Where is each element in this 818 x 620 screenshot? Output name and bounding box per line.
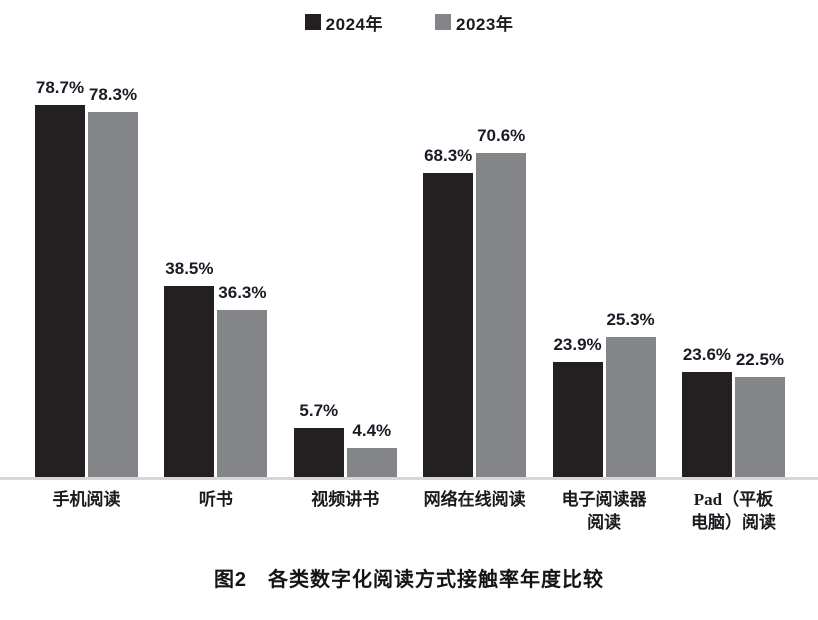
legend-label: 2024年 <box>325 14 383 34</box>
bar-column: 78.7% <box>35 78 85 477</box>
legend-label: 2023年 <box>456 14 514 34</box>
bar-2023年-听书 <box>217 310 268 477</box>
bar-2023年-电子阅读器阅读 <box>605 337 656 477</box>
bar-2023年-网络在线阅读 <box>476 153 527 477</box>
bar-value-label: 38.5% <box>165 259 214 278</box>
bar-2023年-Pad（平板电脑）阅读 <box>734 377 785 477</box>
bar-value-label: 4.4% <box>352 421 392 440</box>
bar-value-label: 25.3% <box>606 310 655 329</box>
bar-column: 23.6% <box>681 345 732 477</box>
figure-caption: 图2 各类数字化阅读方式接触率年度比较 <box>213 568 605 591</box>
legend-swatch-icon <box>304 14 321 30</box>
bar-column: 22.5% <box>734 350 785 477</box>
bar-column: 23.9% <box>552 335 603 477</box>
bar-column: 36.3% <box>217 283 268 477</box>
category-label-网络在线阅读: 网络在线阅读 <box>423 490 526 509</box>
bar-2024年-视频讲书 <box>293 428 344 477</box>
category-label-视频讲书: 视频讲书 <box>311 490 380 509</box>
bar-value-label: 23.6% <box>682 345 732 364</box>
bar-2024年-网络在线阅读 <box>423 173 474 477</box>
bar-2024年-听书 <box>164 286 215 477</box>
chart-legend: 2024年 2023年 <box>0 0 818 34</box>
bar-column: 4.4% <box>346 421 397 477</box>
bar-2024年-Pad（平板电脑）阅读 <box>681 372 732 477</box>
bar-2024年-电子阅读器阅读 <box>552 362 603 477</box>
legend-item-2024年: 2024年 <box>304 10 383 35</box>
bar-group-Pad（平板电脑）阅读: 23.6% 22.5% <box>681 345 785 477</box>
category-label-Pad（平板电脑）阅读: Pad（平板 电脑）阅读 <box>690 490 776 532</box>
bar-group-视频讲书: 5.7% 4.4% <box>293 401 397 477</box>
bar-value-label: 22.5% <box>735 350 785 369</box>
category-label-手机阅读: 手机阅读 <box>52 490 121 509</box>
bar-column: 70.6% <box>476 126 527 477</box>
bar-group-电子阅读器阅读: 23.9% 25.3% <box>552 310 656 477</box>
category-label-电子阅读器阅读: 电子阅读器 阅读 <box>561 490 647 532</box>
bar-group-网络在线阅读: 68.3% 70.6% <box>423 126 527 477</box>
bar-value-label: 5.7% <box>299 401 339 420</box>
bar-2024年-手机阅读 <box>35 105 85 477</box>
bar-group-听书: 38.5% 36.3% <box>164 259 268 477</box>
bar-chart-plot-area: 78.7% 78.3% 38.5% 36.3% 5.7% 4.4% 68.3% 70.6% 23… <box>0 39 818 477</box>
x-axis-line <box>0 477 818 480</box>
bar-column: 25.3% <box>605 310 656 477</box>
category-axis-labels: 手机阅读 听书 视频讲书 网络在线阅读 电子阅读器 阅读 Pad（平板 电脑）阅读 <box>0 489 818 535</box>
bar-2023年-视频讲书 <box>346 448 397 477</box>
legend-item-2023年: 2023年 <box>435 10 513 35</box>
bar-column: 38.5% <box>164 259 215 477</box>
bar-value-label: 78.7% <box>35 78 85 97</box>
bar-value-label: 70.6% <box>477 126 526 145</box>
bar-2023年-手机阅读 <box>88 112 138 477</box>
bar-value-label: 78.3% <box>88 85 138 104</box>
bar-column: 78.3% <box>88 85 138 477</box>
bar-value-label: 23.9% <box>553 335 602 354</box>
bar-value-label: 68.3% <box>424 146 473 165</box>
bar-column: 68.3% <box>423 146 474 477</box>
bar-value-label: 36.3% <box>218 283 267 302</box>
legend-swatch-icon <box>435 14 451 30</box>
category-label-听书: 听书 <box>198 490 233 509</box>
bar-group-手机阅读: 78.7% 78.3% <box>35 78 138 477</box>
bar-column: 5.7% <box>293 401 344 477</box>
